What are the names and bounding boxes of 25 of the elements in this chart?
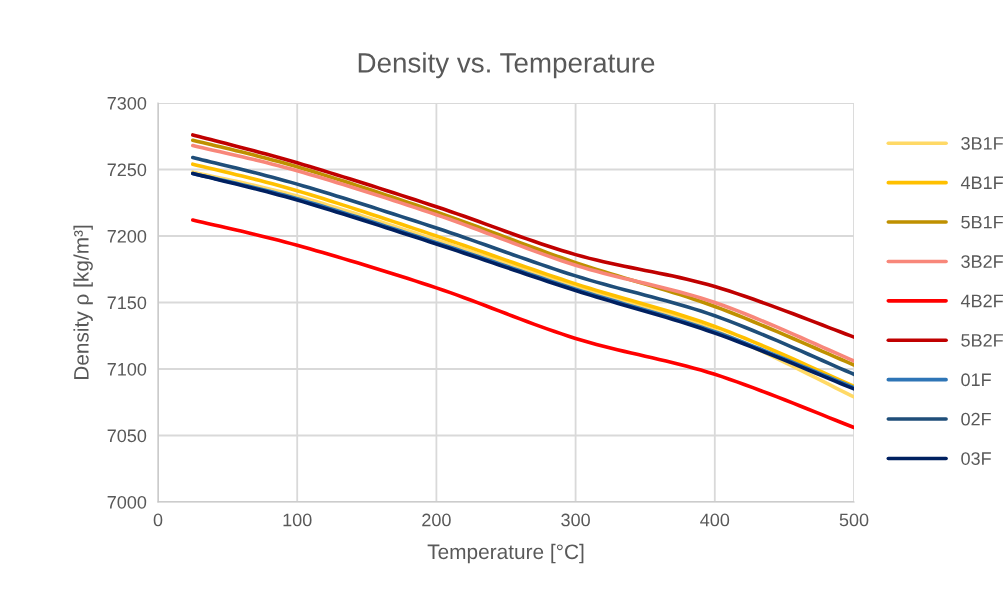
legend-label: 02F <box>961 412 991 426</box>
legend-label: 5B1F <box>961 215 1003 229</box>
y-tick-label: 7150 <box>107 296 147 310</box>
x-tick-label: 500 <box>839 513 869 527</box>
legend-label: 5B2F <box>961 333 1003 347</box>
x-tick-label: 200 <box>422 513 451 527</box>
legend-label: 03F <box>961 452 991 465</box>
legend-label: 4B1F <box>960 176 1003 189</box>
x-axis-title: Temperature [°C] <box>427 543 584 564</box>
y-tick-label: 7000 <box>107 495 147 509</box>
y-tick-label: 7250 <box>107 163 147 177</box>
y-tick-label: 7200 <box>107 229 147 243</box>
y-tick-label: 7100 <box>107 362 147 376</box>
x-tick-label: 0 <box>153 513 163 527</box>
legend-label: 01F <box>961 373 991 387</box>
legend-label: 4B2F <box>960 294 1003 308</box>
x-tick-label: 300 <box>561 513 590 527</box>
x-tick-label: 400 <box>700 513 730 527</box>
chart-title: Density vs. Temperature <box>358 52 655 79</box>
y-tick-label: 7300 <box>107 96 147 110</box>
y-tick-label: 7050 <box>107 429 147 443</box>
legend-label: 3B1F <box>961 136 1003 150</box>
legend-label: 3B2F <box>961 255 1003 268</box>
y-axis-title: Density ρ [kg/m³] <box>73 225 93 380</box>
x-tick-label: 100 <box>283 513 312 527</box>
